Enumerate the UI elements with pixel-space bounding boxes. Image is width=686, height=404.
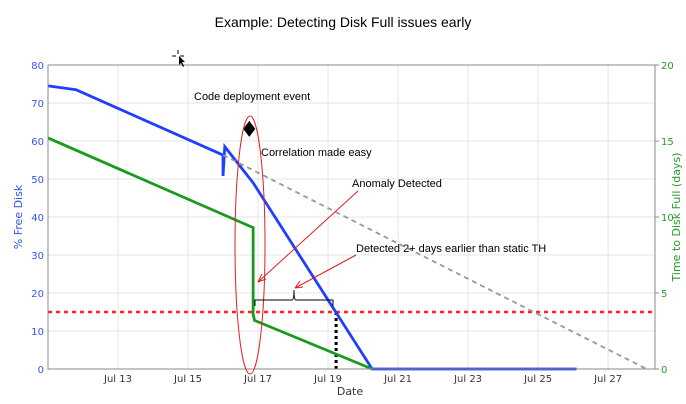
y-right-tick-label: 10 xyxy=(661,213,674,224)
projection-line xyxy=(222,154,648,370)
correlation-ellipse xyxy=(234,115,266,375)
annotation-correlation: Correlation made easy xyxy=(261,147,372,159)
x-tick-label: Jul 17 xyxy=(243,374,272,385)
y-axis-right-label: Time to Disk Full (days) xyxy=(670,153,683,283)
y-tick-label: 40 xyxy=(31,213,44,224)
annotation-anomaly: Anomaly Detected xyxy=(352,178,442,190)
annotations: Code deployment event Correlation made e… xyxy=(194,91,546,375)
free-disk-line xyxy=(47,84,577,371)
x-tick-label: Jul 27 xyxy=(593,374,622,385)
y-tick-label: 0 xyxy=(38,365,44,376)
y-right-tick-label: 20 xyxy=(661,61,674,72)
y-axis-label: % Free Disk xyxy=(12,184,25,249)
earlier-arrow xyxy=(294,254,357,289)
y-tick-label: 80 xyxy=(31,61,44,72)
series-layer xyxy=(47,84,655,371)
anomaly-arrow xyxy=(257,190,359,283)
y-tick-label: 50 xyxy=(31,175,44,186)
y-right-tick-label: 15 xyxy=(661,137,674,148)
y-tick-label: 10 xyxy=(31,327,44,338)
x-tick-label: Jul 25 xyxy=(523,374,552,385)
anomaly-arrowhead xyxy=(257,273,267,283)
grid xyxy=(48,64,655,370)
x-tick-label: Jul 13 xyxy=(103,374,132,385)
y-tick-label: 60 xyxy=(31,137,44,148)
annotation-deployment: Code deployment event xyxy=(194,91,310,103)
x-tick-label: Jul 15 xyxy=(173,374,202,385)
time-gap-brace xyxy=(254,289,334,306)
deployment-event-marker xyxy=(243,120,256,137)
y-tick-label: 30 xyxy=(31,251,44,262)
y-right-tick-label: 5 xyxy=(661,289,667,300)
y-tick-label: 20 xyxy=(31,289,44,300)
cursor-icon xyxy=(172,50,185,67)
earlier-arrowhead xyxy=(294,280,304,289)
x-axis-label: Date xyxy=(337,385,364,398)
time-to-full-line xyxy=(47,136,373,371)
ticks: Jul 13 Jul 15 Jul 17 Jul 19 Jul 21 Jul 23 Jul … xyxy=(31,61,673,385)
x-tick-label: Jul 23 xyxy=(453,374,482,385)
x-tick-label: Jul 21 xyxy=(383,374,412,385)
chart-title: Example: Detecting Disk Full issues earl… xyxy=(215,14,472,30)
annotation-earlier: Detected 2+ days earlier than static TH xyxy=(356,243,546,255)
x-tick-label: Jul 19 xyxy=(313,374,342,385)
y-tick-label: 70 xyxy=(31,99,44,110)
y-right-tick-label: 0 xyxy=(661,365,667,376)
